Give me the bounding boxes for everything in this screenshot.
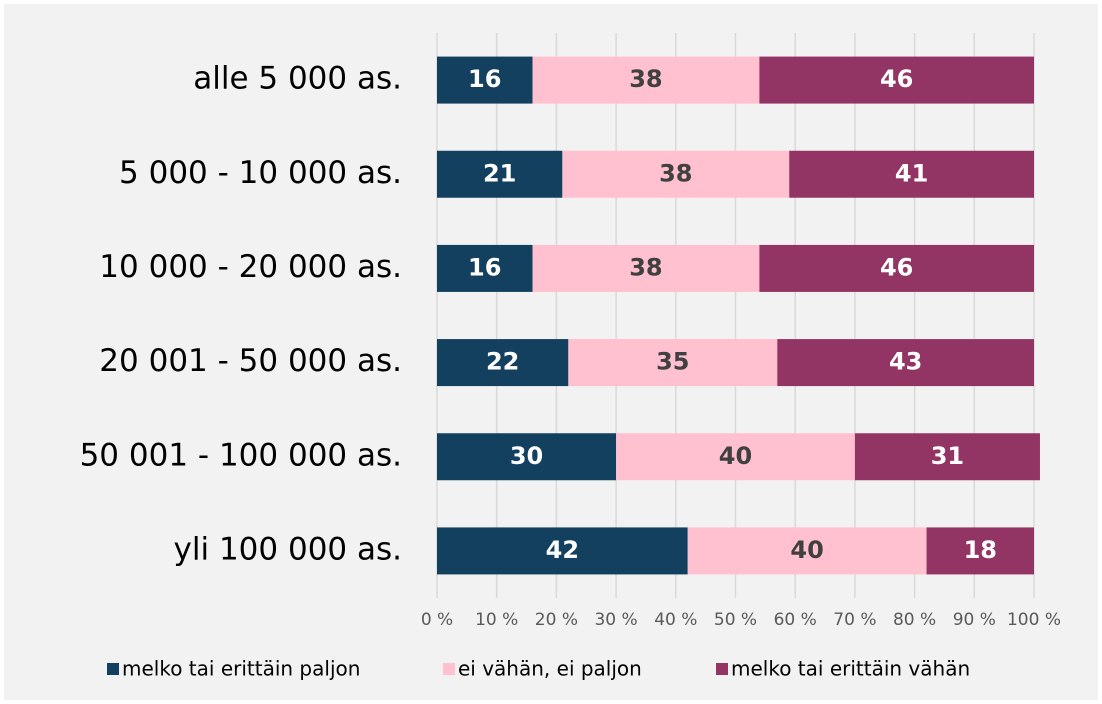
x-tick-label: 20 % (535, 610, 578, 630)
bar-segment (854, 433, 1040, 481)
data-label: 46 (880, 65, 913, 93)
data-label: 43 (889, 348, 922, 376)
data-label: 21 (483, 159, 516, 187)
bar-segment (789, 150, 1034, 198)
bar-segment (437, 244, 533, 292)
data-label: 40 (719, 442, 752, 470)
y-tick-label: 10 000 - 20 000 as. (99, 249, 402, 285)
bar-segment (926, 527, 1034, 575)
data-label: 46 (880, 253, 913, 281)
y-tick-label: 5 000 - 10 000 as. (119, 155, 402, 191)
data-label: 22 (486, 348, 519, 376)
x-tick-label: 100 % (1007, 610, 1061, 630)
data-label: 40 (790, 536, 823, 564)
data-label: 16 (468, 253, 501, 281)
y-tick-label: yli 100 000 as. (174, 531, 402, 567)
y-tick-label: alle 5 000 as. (193, 61, 402, 97)
legend-swatch (443, 663, 455, 675)
y-tick-label: 20 001 - 50 000 as. (99, 343, 402, 379)
data-label: 41 (895, 159, 928, 187)
bar-segment (759, 56, 1034, 104)
bar-segment (568, 339, 778, 387)
bar-segment (437, 527, 688, 575)
data-label: 38 (629, 65, 662, 93)
x-tick-label: 30 % (594, 610, 637, 630)
data-label: 31 (931, 442, 964, 470)
bar-segment (437, 339, 569, 387)
x-tick-label: 60 % (774, 610, 817, 630)
bar-segment (532, 244, 760, 292)
data-label: 35 (656, 348, 689, 376)
legend-swatch (716, 663, 728, 675)
data-label: 38 (629, 253, 662, 281)
legend-swatch (107, 663, 119, 675)
data-label: 42 (546, 536, 579, 564)
data-label: 30 (510, 442, 543, 470)
data-label: 18 (964, 536, 997, 564)
bar-segment (562, 150, 790, 198)
data-label: 38 (659, 159, 692, 187)
bar-segment (687, 527, 927, 575)
x-tick-label: 70 % (833, 610, 876, 630)
bar-segment (759, 244, 1034, 292)
x-tick-label: 40 % (654, 610, 697, 630)
legend-label: melko tai erittäin vähän (731, 657, 970, 681)
y-tick-label: 50 001 - 100 000 as. (80, 437, 402, 473)
legend-label: melko tai erittäin paljon (122, 657, 360, 681)
bar-segment (437, 150, 563, 198)
data-label: 16 (468, 65, 501, 93)
bar-segment (616, 433, 855, 481)
bar-segment (437, 433, 617, 481)
legend-label: ei vähän, ei paljon (458, 657, 642, 681)
x-tick-label: 80 % (893, 610, 936, 630)
x-tick-label: 90 % (953, 610, 996, 630)
x-tick-label: 0 % (421, 610, 453, 630)
bar-segment (437, 56, 533, 104)
bar-segment (777, 339, 1034, 387)
x-tick-label: 50 % (714, 610, 757, 630)
bar-segment (532, 56, 760, 104)
x-tick-label: 10 % (475, 610, 518, 630)
